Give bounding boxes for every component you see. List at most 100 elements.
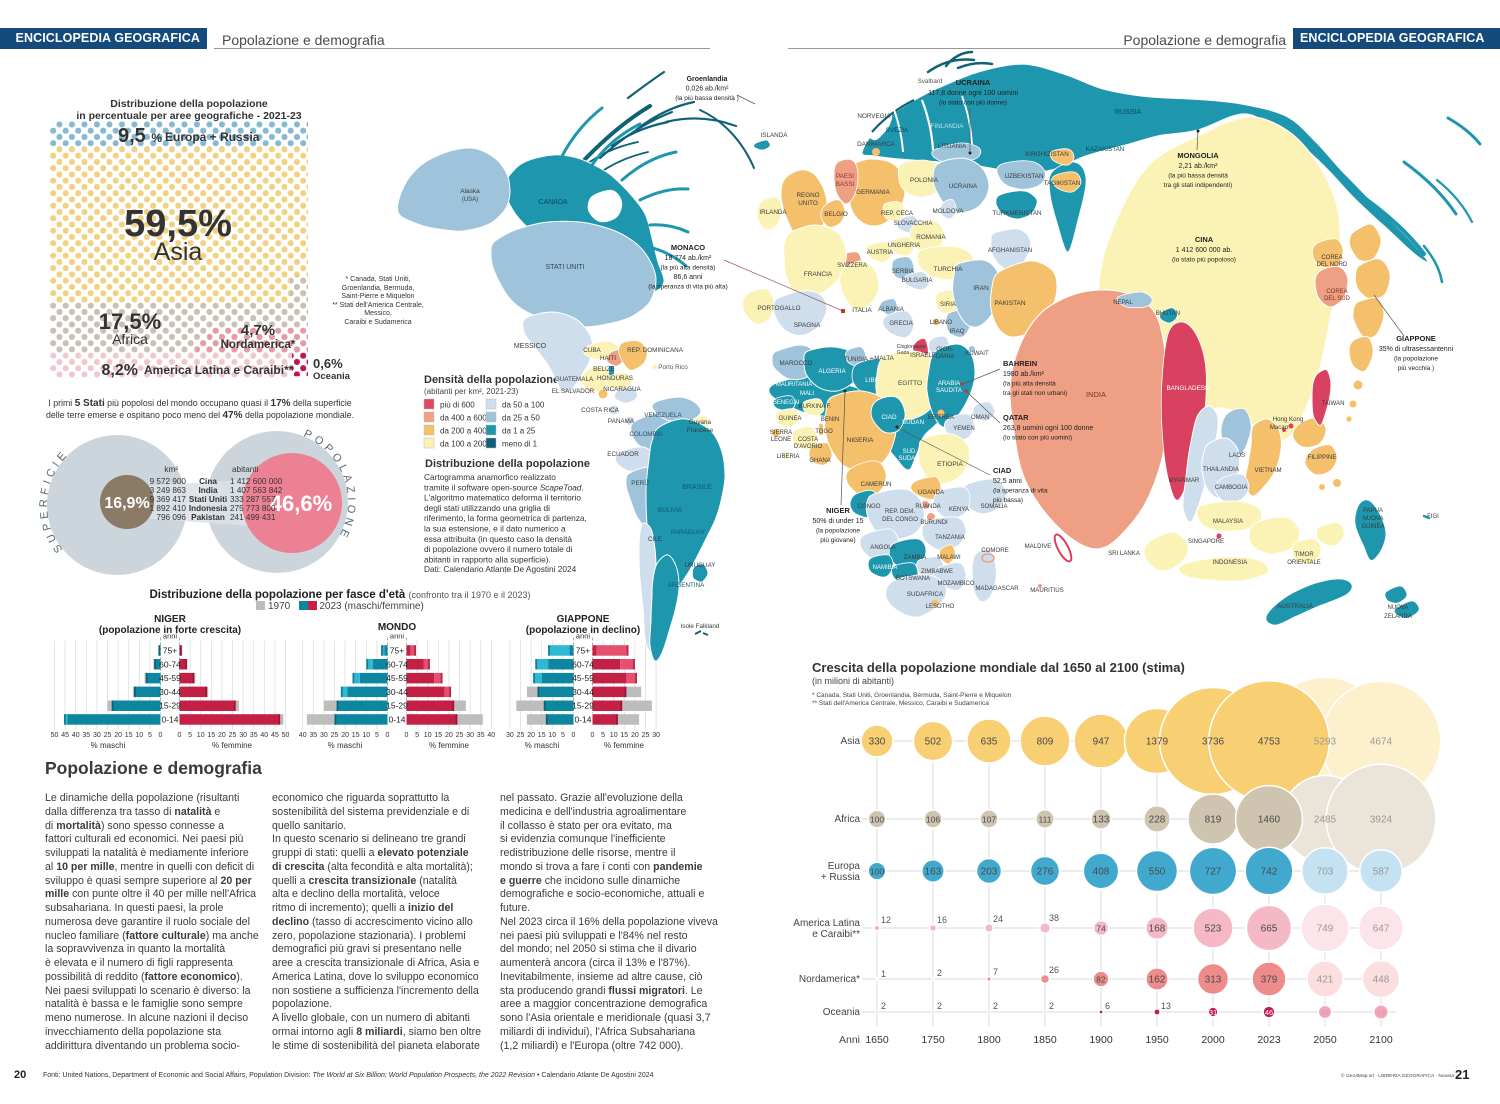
svg-text:550: 550 (1149, 867, 1166, 878)
svg-text:GUINEA: GUINEA (1361, 524, 1384, 530)
svg-text:AUSTRALIA: AUSTRALIA (1277, 603, 1314, 610)
svg-text:2: 2 (937, 1001, 942, 1011)
svg-text:CINA: CINA (1195, 235, 1214, 244)
svg-text:40: 40 (487, 732, 495, 739)
svg-text:20: 20 (218, 732, 226, 739)
svg-text:74: 74 (1096, 924, 1106, 934)
svg-text:SENEGAL: SENEGAL (773, 400, 802, 406)
svg-text:30: 30 (239, 732, 247, 739)
svg-text:Cina: Cina (199, 477, 217, 486)
svg-text:3736: 3736 (1202, 737, 1225, 748)
svg-text:BELIZE: BELIZE (593, 366, 615, 373)
svg-text:INDONESIA: INDONESIA (1213, 559, 1248, 566)
svg-text:Africa: Africa (112, 331, 148, 347)
svg-text:69: 69 (1377, 1008, 1385, 1017)
svg-text:15: 15 (125, 732, 133, 739)
svg-text:TANZANIA: TANZANIA (935, 534, 966, 541)
svg-text:NEPAL: NEPAL (1113, 299, 1133, 306)
svg-text:Asia: Asia (841, 736, 861, 747)
svg-text:riferimento, la forma geometri: riferimento, la forma geometrica di part… (424, 513, 587, 523)
svg-text:2: 2 (881, 1001, 886, 1011)
svg-text:% maschi: % maschi (525, 741, 560, 750)
svg-text:PAESI: PAESI (836, 173, 854, 180)
svg-text:AFGHANISTAN: AFGHANISTAN (988, 247, 1033, 254)
svg-text:2: 2 (937, 968, 942, 978)
svg-text:LIBERIA: LIBERIA (776, 454, 799, 460)
svg-text:PORTOGALLO: PORTOGALLO (757, 305, 800, 312)
svg-text:STATI UNITI: STATI UNITI (545, 264, 584, 271)
svg-text:PERÙ: PERÙ (631, 478, 649, 487)
svg-text:5: 5 (188, 732, 192, 739)
svg-text:SVIZZERA: SVIZZERA (837, 262, 868, 269)
svg-text:BAHREIN: BAHREIN (1003, 359, 1037, 368)
svg-text:10: 10 (362, 732, 370, 739)
svg-text:46,6%: 46,6% (270, 491, 332, 516)
svg-text:UGANDA: UGANDA (918, 489, 945, 496)
svg-text:NIGER: NIGER (154, 614, 186, 625)
svg-text:276: 276 (1037, 867, 1054, 878)
svg-text:UCRAINA: UCRAINA (956, 78, 991, 87)
svg-text:26: 26 (1049, 965, 1059, 975)
svg-text:+ Russia: + Russia (821, 872, 861, 883)
svg-text:Alaska: Alaska (460, 188, 480, 195)
svg-text:10: 10 (548, 732, 556, 739)
svg-text:0,026 ab./km²: 0,026 ab./km² (686, 86, 729, 93)
svg-text:35% di ultrasessantenni: 35% di ultrasessantenni (1379, 346, 1454, 353)
svg-text:NUOVA: NUOVA (1388, 605, 1409, 611)
svg-text:abitanti: abitanti (232, 465, 259, 474)
svg-text:Guyana: Guyana (689, 419, 712, 426)
svg-text:D'AVORIO: D'AVORIO (794, 444, 823, 450)
svg-text:MAROCCO: MAROCCO (780, 360, 813, 367)
svg-text:degli stati utilizzando una gr: degli stati utilizzando una griglia di (424, 503, 550, 513)
svg-text:(lo stato con più uomini): (lo stato con più uomini) (1003, 435, 1072, 442)
svg-text:(USA): (USA) (462, 197, 478, 203)
svg-text:BURKINA F.: BURKINA F. (799, 404, 832, 410)
svg-text:in percentuale per aree geogra: in percentuale per aree geografiche - 20… (76, 110, 301, 122)
svg-text:COMORE: COMORE (981, 547, 1008, 554)
svg-text:0: 0 (591, 732, 595, 739)
svg-text:EGITTO: EGITTO (898, 380, 922, 387)
svg-text:25: 25 (331, 732, 339, 739)
svg-text:TIMOR: TIMOR (1294, 552, 1314, 558)
svg-text:TURCHIA: TURCHIA (934, 266, 964, 273)
svg-text:** Stati dell'America Centrale: ** Stati dell'America Centrale, Messico,… (812, 700, 989, 707)
svg-text:2: 2 (1049, 1001, 1054, 1011)
svg-text:162: 162 (1149, 975, 1166, 986)
svg-text:OMAN: OMAN (971, 414, 989, 421)
svg-text:9 572 900: 9 572 900 (150, 477, 187, 486)
svg-text:1900: 1900 (1089, 1034, 1113, 1046)
svg-text:0,6%: 0,6% (313, 356, 343, 371)
svg-text:0: 0 (178, 732, 182, 739)
svg-text:(la più alta densità): (la più alta densità) (661, 265, 716, 272)
svg-text:TAGIKISTAN: TAGIKISTAN (1044, 180, 1081, 187)
svg-text:Dati: Calendario Atlante De Ag: Dati: Calendario Atlante De Agostini 202… (424, 564, 577, 574)
svg-text:GUINEA: GUINEA (778, 416, 801, 422)
svg-text:ARGENTINA: ARGENTINA (668, 582, 706, 589)
svg-text:VENEZUELA: VENEZUELA (644, 412, 682, 419)
svg-text:KENYA: KENYA (949, 506, 970, 513)
svg-text:anni: anni (576, 632, 591, 641)
svg-text:1800: 1800 (977, 1034, 1001, 1046)
svg-text:SERBIA: SERBIA (892, 268, 915, 275)
svg-text:Cartogramma anamorfico realizz: Cartogramma anamorfico realizzato (424, 472, 556, 482)
svg-text:UNGHERIA: UNGHERIA (888, 242, 921, 249)
svg-text:24: 24 (993, 914, 1003, 924)
svg-text:NIGERIA: NIGERIA (847, 437, 874, 444)
svg-text:(la più bassa densità ): (la più bassa densità ) (675, 95, 739, 102)
svg-text:POLONIA: POLONIA (910, 177, 939, 184)
svg-text:20: 20 (527, 732, 535, 739)
svg-text:60-74: 60-74 (572, 659, 594, 669)
svg-text:448: 448 (1373, 975, 1390, 986)
svg-text:(popolazione in forte crescita: (popolazione in forte crescita) (99, 625, 241, 636)
svg-text:% femmine: % femmine (429, 741, 470, 750)
svg-text:BRASILE: BRASILE (682, 484, 712, 491)
svg-text:SUD: SUD (903, 449, 916, 455)
svg-text:1980 ab./km²: 1980 ab./km² (1003, 371, 1045, 378)
svg-text:408: 408 (1093, 867, 1110, 878)
svg-text:15: 15 (434, 732, 442, 739)
svg-text:16,9%: 16,9% (104, 495, 149, 512)
svg-text:Porto Rico: Porto Rico (658, 364, 688, 371)
svg-text:KIRGHIZISTAN: KIRGHIZISTAN (1025, 151, 1069, 158)
svg-text:13: 13 (1161, 1001, 1171, 1011)
svg-text:12: 12 (881, 915, 891, 925)
